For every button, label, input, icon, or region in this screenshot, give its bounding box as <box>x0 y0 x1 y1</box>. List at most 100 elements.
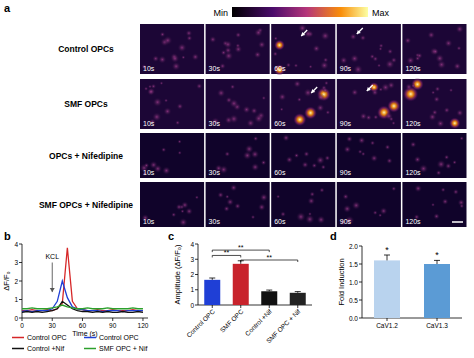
cell-signal <box>391 186 396 191</box>
cell-signal <box>432 48 439 55</box>
cell-signal <box>410 141 417 148</box>
cell-signal <box>282 134 289 141</box>
frame-bg <box>206 79 270 129</box>
arrow-head <box>357 30 361 34</box>
y-tick-label: 0 <box>14 315 18 322</box>
frame-bg <box>402 133 466 178</box>
image-frame: 10s <box>140 79 204 129</box>
image-frame: 90s <box>337 133 401 178</box>
x-tick-label: 120 <box>138 322 149 329</box>
cell-signal <box>343 145 351 153</box>
cell-signal <box>320 31 330 41</box>
cell-signal <box>391 121 395 125</box>
bar <box>233 264 249 305</box>
cell-signal <box>441 187 446 192</box>
cell-signal <box>185 30 192 37</box>
cell-signal <box>260 193 268 201</box>
cell-signal <box>324 81 329 86</box>
bar <box>374 260 400 318</box>
cell-signal <box>163 107 172 116</box>
cell-signal <box>456 109 464 117</box>
cell-signal <box>459 204 464 209</box>
frame-time: 10s <box>143 65 155 72</box>
cell-signal <box>153 97 163 107</box>
figure: abcdMinMaxControl OPCs10s30s60s90s120sSM… <box>0 0 474 358</box>
cell-signal <box>164 98 168 102</box>
cell-signal <box>324 155 330 161</box>
row-label: SMF OPCs <box>64 99 108 109</box>
cell-signal <box>322 88 327 93</box>
image-frame: 60s <box>271 23 335 75</box>
cell-signal <box>176 204 183 211</box>
y-tick-label: 2.0 <box>349 243 358 250</box>
cell-signal <box>309 65 313 69</box>
y-tick-label: 3 <box>14 259 18 266</box>
cell-signal <box>391 57 398 64</box>
cell-signal <box>432 109 438 115</box>
frame-time: 30s <box>209 120 221 127</box>
arrow <box>311 87 317 93</box>
cell-signal <box>262 96 266 100</box>
cell-signal <box>251 150 260 159</box>
cell-signal <box>234 45 242 53</box>
cell-signal <box>294 153 299 158</box>
x-tick-label: 0 <box>20 322 24 329</box>
frame-bg <box>337 24 401 74</box>
x-tick <box>22 318 23 321</box>
series-line <box>22 281 143 312</box>
x-tick <box>142 318 143 321</box>
frame-time: 120s <box>405 65 421 72</box>
cell-signal <box>308 212 312 216</box>
frame-bg <box>337 133 401 178</box>
cell-signal <box>258 41 266 49</box>
cell-signal <box>378 87 383 92</box>
legend-swatch <box>84 348 96 350</box>
frame-bg <box>271 24 335 74</box>
cell-signal <box>455 25 464 34</box>
y-tick-label: 2 <box>14 278 18 285</box>
error-bar <box>434 260 440 264</box>
cell-signal <box>370 154 378 162</box>
cell-signal <box>294 63 299 68</box>
cell-signal <box>406 56 415 65</box>
cell-signal <box>435 86 441 92</box>
y-tick <box>19 318 22 319</box>
cell-signal <box>258 203 266 211</box>
plot-area <box>22 248 143 313</box>
significance-label: ** <box>238 244 244 251</box>
cell-signal <box>280 211 286 217</box>
cell-signal <box>163 36 173 46</box>
cell-signal <box>453 62 461 70</box>
y-tick-label: 1 <box>190 286 194 293</box>
cell-signal <box>350 54 359 63</box>
frame-time: 10s <box>143 169 155 176</box>
row-label: SMF OPCs + Nifedipine <box>39 200 133 210</box>
cell-signal <box>444 155 449 160</box>
cell-signal <box>444 39 453 48</box>
cell-signal <box>230 84 235 89</box>
series-line <box>22 248 143 311</box>
y-tick <box>195 244 198 245</box>
cell-signal <box>416 52 423 59</box>
cell-signal <box>286 62 291 67</box>
x-tick <box>437 318 438 321</box>
significance-label: ** <box>224 249 230 256</box>
series-line <box>22 305 143 309</box>
series-line <box>22 301 143 312</box>
cell-signal <box>377 63 381 67</box>
y-tick <box>19 262 22 263</box>
x-tick <box>82 318 83 321</box>
cell-signal <box>436 170 442 176</box>
frame-bg <box>206 24 270 74</box>
cell-signal <box>387 48 393 54</box>
y-tick <box>19 244 22 245</box>
cell-signal <box>177 43 187 53</box>
cell-signal <box>229 99 239 109</box>
y-tick <box>195 259 198 260</box>
frame-time: 90s <box>340 120 352 127</box>
significance-label: * <box>435 250 439 260</box>
x-tick-label: 30 <box>49 322 57 329</box>
frame-bg <box>140 182 204 227</box>
cell-signal <box>433 96 440 103</box>
image-frame: 90s <box>337 24 401 74</box>
